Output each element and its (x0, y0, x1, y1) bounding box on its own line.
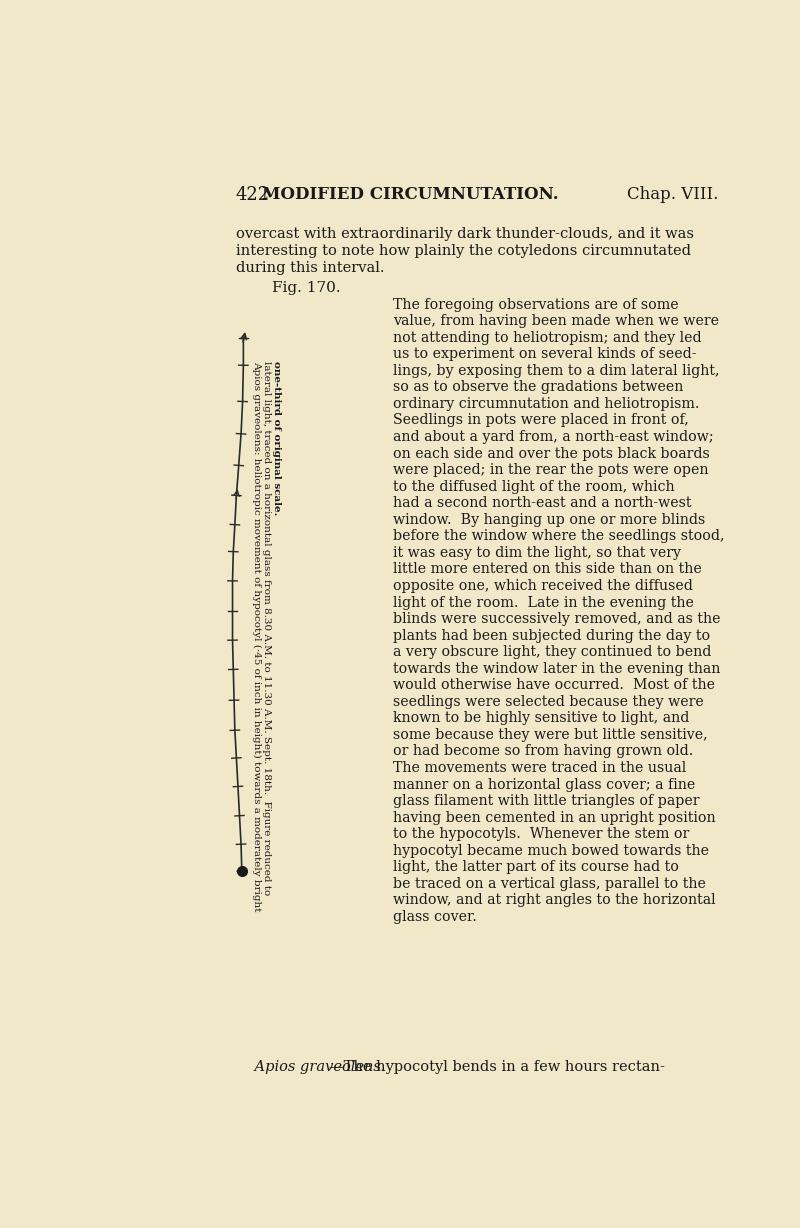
Text: interesting to note how plainly the cotyledons circumnutated: interesting to note how plainly the coty… (236, 243, 690, 258)
Text: window.  By hanging up one or more blinds: window. By hanging up one or more blinds (393, 513, 706, 527)
Text: light of the room.  Late in the evening the: light of the room. Late in the evening t… (393, 596, 694, 609)
Text: so as to observe the gradations between: so as to observe the gradations between (393, 381, 683, 394)
Text: during this interval.: during this interval. (236, 260, 384, 275)
Text: blinds were successively removed, and as the: blinds were successively removed, and as… (393, 612, 721, 626)
Text: Apios graveolens.: Apios graveolens. (236, 1060, 385, 1073)
Text: would otherwise have occurred.  Most of the: would otherwise have occurred. Most of t… (393, 678, 715, 693)
Text: had a second north-east and a north-west: had a second north-east and a north-west (393, 496, 691, 510)
Text: Seedlings in pots were placed in front of,: Seedlings in pots were placed in front o… (393, 414, 689, 427)
Text: Fig. 170.: Fig. 170. (272, 280, 341, 295)
Text: opposite one, which received the diffused: opposite one, which received the diffuse… (393, 578, 693, 593)
Text: MODIFIED CIRCUMNUTATION.: MODIFIED CIRCUMNUTATION. (262, 185, 558, 203)
Text: The movements were traced in the usual: The movements were traced in the usual (393, 761, 686, 775)
Text: manner on a horizontal glass cover; a fine: manner on a horizontal glass cover; a fi… (393, 777, 695, 792)
Text: us to experiment on several kinds of seed-: us to experiment on several kinds of see… (393, 348, 697, 361)
Text: window, and at right angles to the horizontal: window, and at right angles to the horiz… (393, 894, 715, 907)
Text: on each side and over the pots black boards: on each side and over the pots black boa… (393, 447, 710, 460)
Text: hypocotyl became much bowed towards the: hypocotyl became much bowed towards the (393, 844, 709, 858)
Text: light, the latter part of its course had to: light, the latter part of its course had… (393, 861, 679, 874)
Text: to the hypocotyls.  Whenever the stem or: to the hypocotyls. Whenever the stem or (393, 828, 690, 841)
Text: before the window where the seedlings stood,: before the window where the seedlings st… (393, 529, 725, 543)
Text: —The hypocotyl bends in a few hours rectan-: —The hypocotyl bends in a few hours rect… (329, 1060, 665, 1073)
Text: little more entered on this side than on the: little more entered on this side than on… (393, 562, 702, 576)
Text: it was easy to dim the light, so that very: it was easy to dim the light, so that ve… (393, 545, 681, 560)
Text: ordinary circumnutation and heliotropism.: ordinary circumnutation and heliotropism… (393, 397, 699, 411)
Text: glass filament with little triangles of paper: glass filament with little triangles of … (393, 795, 699, 808)
Text: some because they were but little sensitive,: some because they were but little sensit… (393, 728, 707, 742)
Text: Chap. VIII.: Chap. VIII. (627, 185, 718, 203)
Text: lings, by exposing them to a dim lateral light,: lings, by exposing them to a dim lateral… (393, 363, 719, 378)
Text: overcast with extraordinarily dark thunder-clouds, and it was: overcast with extraordinarily dark thund… (236, 227, 694, 241)
Text: Apios graveolens: heliotropic movement of hypocotyl (·45 of inch in height) towa: Apios graveolens: heliotropic movement o… (252, 361, 262, 912)
Text: lateral light, traced on a horizontal glass from 8.30 A.M. to 11.30 A.M. Sept. 1: lateral light, traced on a horizontal gl… (262, 361, 271, 895)
Text: a very obscure light, they continued to bend: a very obscure light, they continued to … (393, 645, 711, 659)
Text: glass cover.: glass cover. (393, 910, 477, 923)
Text: or had become so from having grown old.: or had become so from having grown old. (393, 744, 694, 759)
Text: towards the window later in the evening than: towards the window later in the evening … (393, 662, 720, 675)
Text: were placed; in the rear the pots were open: were placed; in the rear the pots were o… (393, 463, 709, 476)
Text: value, from having been made when we were: value, from having been made when we wer… (393, 314, 719, 328)
Text: to the diffused light of the room, which: to the diffused light of the room, which (393, 480, 674, 494)
Text: seedlings were selected because they were: seedlings were selected because they wer… (393, 695, 704, 709)
Text: not attending to heliotropism; and they led: not attending to heliotropism; and they … (393, 330, 702, 345)
Text: known to be highly sensitive to light, and: known to be highly sensitive to light, a… (393, 711, 690, 726)
Text: plants had been subjected during the day to: plants had been subjected during the day… (393, 629, 710, 642)
Text: The foregoing observations are of some: The foregoing observations are of some (393, 297, 678, 312)
Text: and about a yard from, a north-east window;: and about a yard from, a north-east wind… (393, 430, 714, 445)
Text: 422: 422 (236, 185, 270, 204)
Text: one-third of original scale.: one-third of original scale. (272, 361, 282, 516)
Text: having been cemented in an upright position: having been cemented in an upright posit… (393, 810, 715, 825)
Text: be traced on a vertical glass, parallel to the: be traced on a vertical glass, parallel … (393, 877, 706, 892)
